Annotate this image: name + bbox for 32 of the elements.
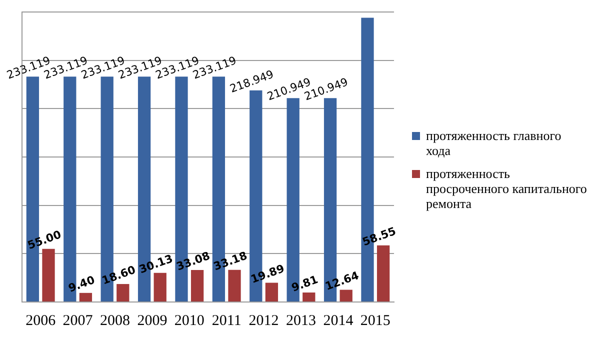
x-tick-label: 2012 <box>248 312 279 329</box>
data-label: 9.40 <box>66 273 97 295</box>
bar <box>154 272 166 302</box>
data-label: 12.64 <box>323 268 361 294</box>
x-tick-label: 2011 <box>212 312 242 329</box>
bar <box>190 270 204 302</box>
data-label: 58.55 <box>360 224 398 249</box>
x-tick-label: 2009 <box>137 312 168 329</box>
bar <box>340 290 352 302</box>
data-label: 30.13 <box>137 252 175 276</box>
data-label: 9.81 <box>290 273 320 294</box>
bar <box>376 245 390 302</box>
bar <box>42 248 55 302</box>
data-label: 55.00 <box>26 228 64 252</box>
x-tick-label: 2014 <box>323 312 354 329</box>
bar <box>116 284 130 302</box>
x-tick-label: 2008 <box>100 312 130 329</box>
data-label: 33.08 <box>174 249 212 274</box>
data-label: 33.18 <box>212 249 249 274</box>
bar <box>79 292 92 302</box>
legend-label: протяженность главного хода <box>426 128 562 158</box>
x-tick-label: 2006 <box>26 312 56 329</box>
bar <box>302 292 316 302</box>
data-label: 19.89 <box>249 262 286 286</box>
legend-label: протяженность просроченного капитального ремонта <box>426 166 587 211</box>
x-tick-label: 2013 <box>286 312 316 329</box>
x-tick-label: 2015 <box>360 312 390 329</box>
data-label: 18.60 <box>100 263 138 288</box>
x-tick-label: 2010 <box>174 312 204 329</box>
bar <box>228 270 241 302</box>
x-tick-label: 2007 <box>62 312 94 329</box>
bar <box>265 282 278 302</box>
